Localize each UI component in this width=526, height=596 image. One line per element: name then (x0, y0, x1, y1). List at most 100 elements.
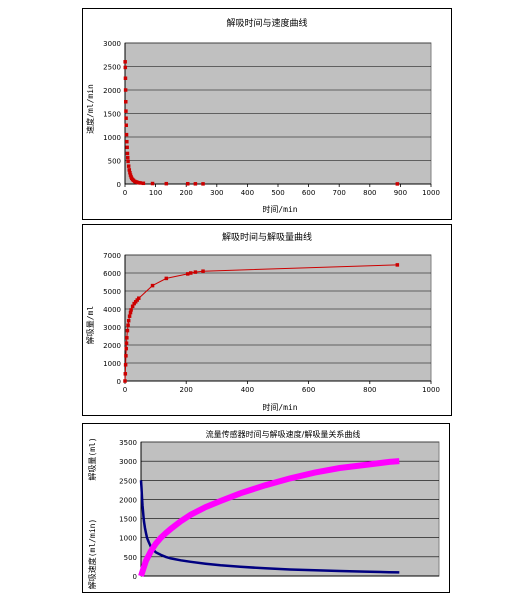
y-axis-label: 速度/ml/min (85, 84, 95, 134)
data-point (138, 181, 143, 185)
x-tick-label: 300 (210, 189, 223, 197)
y-tick-label: 1000 (119, 535, 137, 543)
x-tick-label: 400 (241, 386, 254, 394)
y-tick-label: 2000 (103, 342, 121, 350)
data-point (123, 65, 128, 70)
chart-title: 流量传感器时间与解吸速度/解吸量关系曲线 (206, 429, 361, 439)
y-axis-label: 解吸量/ml (85, 306, 95, 345)
data-point (124, 354, 128, 358)
y-tick-label: 3000 (103, 40, 121, 48)
data-point (124, 346, 128, 351)
data-point (185, 272, 190, 276)
x-tick-label: 800 (363, 189, 376, 197)
data-point (130, 304, 135, 309)
x-tick-label: 600 (302, 189, 315, 197)
data-point (123, 379, 127, 383)
data-point (128, 173, 133, 177)
y-tick-label: 1000 (103, 134, 121, 142)
data-point (127, 314, 132, 318)
data-point (126, 318, 131, 323)
data-point (201, 269, 205, 273)
data-point (126, 164, 131, 168)
y-tick-label: 1500 (103, 111, 121, 119)
data-point (128, 170, 132, 175)
series-line (139, 480, 400, 574)
data-point (126, 323, 130, 327)
y-axis-label-bottom: 解吸速度(ml/min) (87, 519, 97, 590)
data-point (150, 181, 155, 186)
x-tick-label: 200 (180, 189, 193, 197)
data-point (124, 341, 129, 345)
chart-combined: 流量传感器时间与解吸速度/解吸量关系曲线 解吸量(ml) 解吸速度(ml/min… (87, 429, 440, 590)
data-point (123, 88, 128, 92)
data-point (124, 132, 129, 137)
data-point (132, 301, 136, 306)
x-tick-label: 700 (333, 189, 346, 197)
y-tick-label: 3000 (103, 324, 121, 332)
chart-panel-1: 解吸时间与速度曲线 速度/ml/min 时间/min 0 500 1000 1500 2… (82, 8, 452, 220)
x-tick-label: 800 (363, 386, 376, 394)
y-tick-label: 0 (133, 573, 137, 581)
y-tick-label: 3500 (119, 439, 137, 447)
x-tick-label: 600 (302, 386, 315, 394)
data-point (137, 296, 141, 300)
data-point (123, 372, 128, 376)
data-point (395, 182, 400, 186)
data-point (193, 182, 198, 186)
y-tick-label: 500 (108, 158, 121, 166)
data-point (164, 276, 169, 281)
data-point (125, 139, 129, 144)
data-point (124, 123, 128, 127)
data-point (141, 181, 146, 186)
chart-title: 解吸时间与速度曲线 (226, 17, 307, 29)
y-tick-label: 4000 (103, 306, 121, 314)
x-tick-label: 500 (271, 189, 284, 197)
chart-title: 解吸时间与解吸量曲线 (222, 231, 312, 243)
data-point (123, 60, 127, 64)
x-tick-label: 1000 (422, 189, 440, 197)
data-point (193, 270, 198, 274)
y-tick-label: 0 (117, 181, 121, 189)
data-point (125, 336, 129, 340)
data-point (133, 300, 138, 304)
chart-volume: 解吸时间与解吸量曲线 解吸量/ml 时间/min 010002000300040… (85, 231, 440, 412)
data-point (126, 159, 130, 164)
y-axis-label-top: 解吸量(ml) (87, 437, 97, 480)
data-point (127, 168, 132, 172)
y-tick-label: 2500 (119, 477, 137, 485)
y-tick-label: 5000 (103, 288, 121, 296)
plot-area (124, 254, 432, 382)
x-tick-label: 200 (180, 386, 193, 394)
x-axis-label: 时间/min (262, 204, 297, 214)
data-point (395, 263, 400, 267)
data-point (124, 116, 128, 120)
y-tick-label: 2000 (119, 496, 137, 504)
y-tick-label: 6000 (103, 270, 121, 278)
chart-speed: 解吸时间与速度曲线 速度/ml/min 时间/min 0 500 1000 1500 2… (85, 17, 440, 214)
data-point (135, 298, 139, 302)
data-point (124, 100, 128, 104)
x-axis-label: 时间/min (262, 402, 297, 412)
data-point (189, 271, 193, 275)
data-point (129, 308, 133, 312)
chart-panel-3: 流量传感器时间与解吸速度/解吸量关系曲线 解吸量(ml) 解吸速度(ml/min… (82, 423, 450, 593)
x-tick-label: 0 (123, 386, 127, 394)
x-tick-label: 900 (394, 189, 407, 197)
data-point (123, 363, 128, 367)
chart-panel-2: 解吸时间与解吸量曲线 解吸量/ml 时间/min 0 1000 2000 3000 40… (82, 224, 452, 416)
data-point (124, 109, 128, 113)
x-tick-label: 400 (241, 189, 254, 197)
y-tick-label: 3000 (119, 458, 137, 466)
data-point (164, 181, 169, 186)
y-tick-label: 1500 (119, 516, 137, 524)
y-tick-label: 500 (124, 554, 137, 562)
x-tick-label: 0 (123, 189, 127, 197)
data-point (201, 182, 205, 186)
data-point (150, 283, 155, 288)
y-tick-label: 2000 (103, 87, 121, 95)
data-point (125, 145, 129, 150)
y-tick-label: 2500 (103, 64, 121, 72)
y-tick-label: 0 (117, 378, 121, 386)
data-point (125, 151, 130, 156)
data-point (123, 76, 128, 80)
